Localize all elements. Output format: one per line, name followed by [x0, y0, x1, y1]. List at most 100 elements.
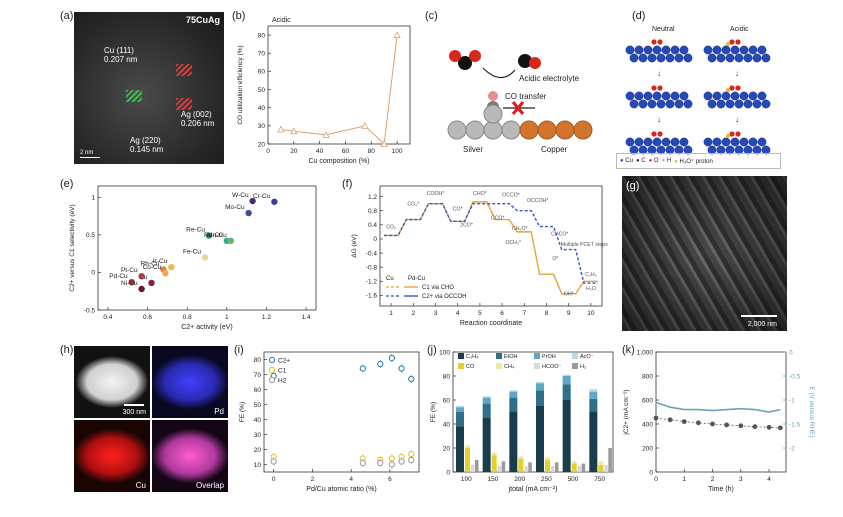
y-tick-label: 100: [439, 349, 450, 356]
bar: [528, 462, 532, 472]
legend-swatch: [496, 363, 502, 369]
cu-atom: [712, 137, 722, 147]
legend-label: CO: [466, 364, 475, 370]
panel-c-label: (c): [425, 10, 438, 22]
pd-label: Pd: [214, 407, 224, 416]
data-point: [380, 140, 388, 147]
legend-swatch: [496, 353, 502, 359]
o-atom: [735, 131, 741, 137]
cu-atom: [670, 137, 680, 147]
point-label: Fe-Cu: [183, 248, 201, 255]
data-line: [280, 35, 398, 146]
step-arrow: ↓: [657, 69, 661, 78]
legend-marker: [268, 366, 276, 374]
chart-title: Acidic: [272, 17, 291, 24]
cu-atom: [643, 137, 653, 147]
stacked-bar-segment: [562, 400, 571, 472]
y-tick-label: -0.5: [84, 307, 96, 314]
cu-atom: [752, 145, 762, 155]
potential-line: [655, 401, 781, 413]
haadf-tile: 300 nm: [74, 346, 150, 418]
cu-atom: [707, 53, 717, 63]
stacked-bar-segment: [545, 460, 550, 472]
y-tick-label: 20: [443, 445, 451, 452]
y-tick-label: 60: [254, 387, 262, 394]
reaction-arrow: [482, 67, 516, 79]
green-lattice-marker: [126, 90, 142, 102]
intermediate-label: CH₃O*: [512, 226, 528, 232]
panel-c: (c) Acidic electrolyte CO transfer Silve…: [423, 8, 598, 168]
scatter-point: [138, 285, 145, 293]
cu-atom: [721, 45, 731, 55]
intermediate-label: CCO*: [491, 216, 505, 222]
legend-label: C2+: [278, 358, 290, 365]
bar: [524, 466, 528, 472]
y2-tick-label: -1.5: [789, 421, 801, 428]
legend-marker: [268, 376, 276, 384]
cu-label: Cu: [135, 481, 146, 490]
x-tick-label: 750: [594, 476, 605, 483]
cu-atom: [647, 53, 657, 63]
co2-molecule-red-1: [449, 50, 461, 62]
y-tick-label: 60: [258, 69, 266, 76]
point-label: Ru-Cu: [204, 232, 223, 239]
cu-atom: [757, 137, 767, 147]
bar: [471, 464, 475, 472]
x-tick-label: 1: [682, 476, 686, 483]
stacked-bar-segment: [482, 403, 491, 418]
cu-atom: [761, 99, 771, 109]
scatter-point: [128, 278, 135, 286]
o-atom: [651, 85, 657, 91]
y-tick-label: 60: [443, 397, 451, 404]
y-tick-label: 40: [258, 105, 266, 112]
cu-atom: [734, 99, 744, 109]
cu-atom: [643, 91, 653, 101]
acidic-electrolyte-label: Acidic electrolyte: [519, 74, 580, 83]
point-label: Ni-Cu: [121, 280, 138, 287]
data-point: [388, 455, 395, 462]
stacked-bar-segment: [589, 398, 598, 412]
data-point: [398, 365, 405, 372]
stacked-bar-segment: [509, 412, 518, 472]
panel-j: (j) 0 20 40 60 80 100 FE (%) jtotal (mA cm⁻²) 10…: [425, 342, 620, 507]
legend-label: C₂H₄: [466, 354, 479, 360]
legend-label: C1 via CHO: [422, 285, 454, 291]
intermediate-label: O*: [552, 256, 558, 262]
legend-label: C1: [278, 368, 287, 375]
scatter-point: [162, 269, 169, 277]
y-tick-label: 1: [91, 195, 95, 202]
stacked-bar-segment: [536, 406, 544, 472]
bar: [475, 460, 479, 472]
y-tick-label: 50: [258, 87, 266, 94]
x-axis-label: Pd/Cu atomic ratio (%): [306, 486, 376, 493]
panel-d-label: (d): [632, 10, 646, 22]
stacked-bar-segment: [589, 391, 598, 399]
legend-label: HCOO⁻: [542, 364, 562, 370]
x-tick-label: 0.4: [103, 314, 112, 321]
point-label: Mn-Cu: [207, 232, 227, 239]
cu-atom: [634, 137, 644, 147]
silver-atoms: [447, 104, 521, 140]
x-tick-label: 9: [567, 310, 571, 317]
cu-atom: [721, 91, 731, 101]
current-point: [724, 422, 730, 428]
x-tick-label: 0: [654, 476, 658, 483]
data-point: [270, 458, 277, 465]
overlap-label: Overlap: [195, 481, 224, 490]
y-axis-label: C2+ versus C1 selectivity (eV): [69, 204, 76, 291]
y-tick-label: 70: [254, 372, 262, 379]
y-tick-label: 0.5: [86, 232, 95, 239]
panel-k: (k) 0 1 2 3 4 0 200 400 600 800 1,000 Time (h) jC2+ …: [620, 342, 820, 507]
red-lattice-marker-2: [176, 98, 192, 110]
x-tick-label: 5: [478, 310, 482, 317]
scale-bar: [124, 404, 144, 406]
y-tick-label: 1.2: [368, 194, 377, 201]
cu-atom: [739, 45, 749, 55]
sem-image: 2,000 nm: [622, 176, 787, 331]
x-tick-label: 150: [488, 476, 499, 483]
o-atom: [657, 85, 663, 91]
cu-atom: [670, 45, 680, 55]
y2-tick-label: -1: [789, 397, 795, 404]
data-point: [290, 127, 298, 135]
stacked-bar-segment: [465, 448, 470, 472]
